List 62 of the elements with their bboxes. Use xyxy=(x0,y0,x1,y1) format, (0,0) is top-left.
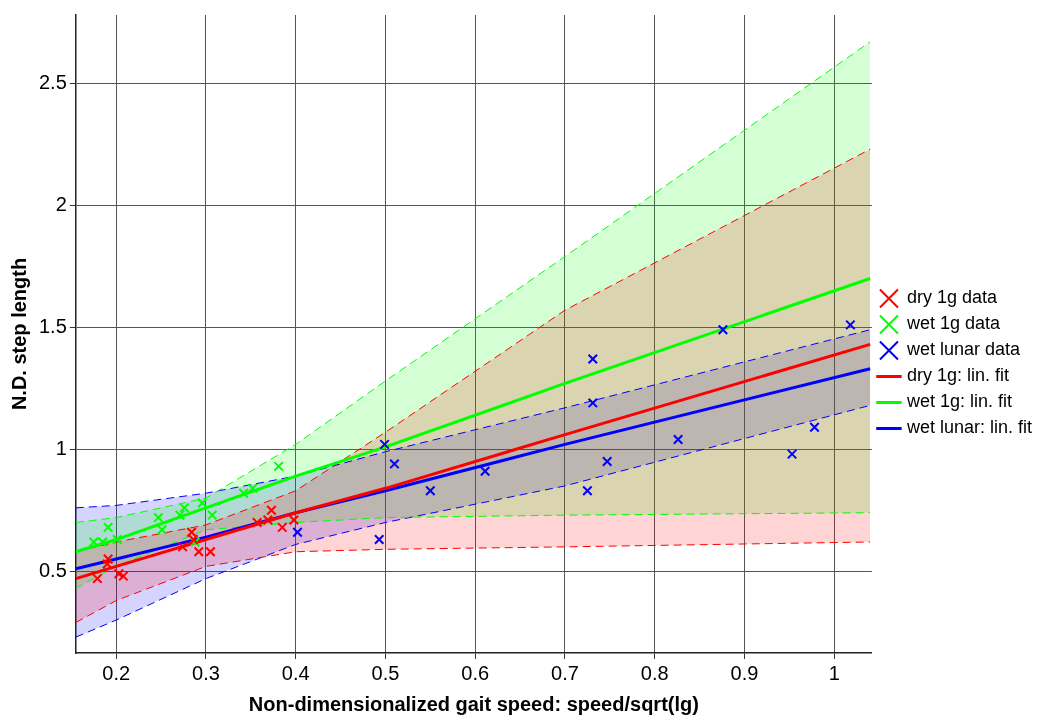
point xyxy=(587,353,599,365)
x-tick-label: 0.2 xyxy=(102,661,131,684)
point xyxy=(373,534,385,545)
point xyxy=(379,439,390,450)
legend-label: wet lunar: lin. fit xyxy=(905,417,1033,438)
point xyxy=(672,434,684,445)
point xyxy=(206,509,218,521)
point xyxy=(118,570,129,582)
point xyxy=(582,485,593,496)
legend-label: wet 1g: lin. fit xyxy=(905,391,1012,412)
point xyxy=(845,319,856,331)
legend-label: dry 1g: lin. fit xyxy=(906,365,1009,386)
point xyxy=(179,502,190,514)
point xyxy=(292,526,303,538)
point xyxy=(174,509,186,521)
point xyxy=(251,517,263,528)
point xyxy=(479,465,491,477)
y-tick-label: 2 xyxy=(55,192,67,215)
point xyxy=(809,422,820,433)
point xyxy=(97,536,108,548)
point xyxy=(88,536,99,548)
y-axis-title: N.D. step length xyxy=(7,257,30,411)
point xyxy=(205,546,216,557)
x-tick-label: 0.4 xyxy=(281,661,310,684)
y-tick-label: 2.5 xyxy=(38,70,67,93)
point xyxy=(193,546,205,557)
point xyxy=(389,458,400,470)
point xyxy=(102,522,114,533)
legend-label: dry 1g data xyxy=(906,287,998,308)
y-tick-label: 0.5 xyxy=(38,558,67,581)
point xyxy=(177,541,188,553)
point xyxy=(111,534,123,545)
point xyxy=(288,514,300,526)
point xyxy=(273,461,284,472)
point xyxy=(238,487,249,499)
x-tick-label: 0.9 xyxy=(730,661,759,684)
x-tick-label: 0.7 xyxy=(551,661,579,684)
point xyxy=(425,485,436,496)
line-series xyxy=(75,541,871,623)
x-axis-title: Non-dimensionalized gait speed: speed/sqrt(lg) xyxy=(248,692,699,715)
point xyxy=(197,497,208,509)
y-tick-label: 1 xyxy=(55,436,67,459)
point xyxy=(156,524,168,536)
line-series xyxy=(75,512,871,589)
point xyxy=(717,324,729,335)
x-tick-label: 1 xyxy=(828,661,840,684)
point xyxy=(277,522,288,533)
point xyxy=(113,568,125,579)
point xyxy=(786,448,798,460)
legend-label: wet lunar data xyxy=(905,339,1022,360)
x-tick-label: 0.5 xyxy=(371,661,400,684)
x-tick-label: 0.8 xyxy=(640,661,669,684)
point xyxy=(587,397,599,409)
point xyxy=(92,573,103,584)
point xyxy=(601,456,613,467)
point xyxy=(153,512,164,523)
x-tick-label: 0.3 xyxy=(192,661,220,684)
x-tick-label: 0.6 xyxy=(461,661,490,684)
y-tick-label: 1.5 xyxy=(38,314,67,337)
point xyxy=(247,483,258,494)
line-series xyxy=(75,329,871,509)
legend-label: wet 1g data xyxy=(905,313,1002,334)
